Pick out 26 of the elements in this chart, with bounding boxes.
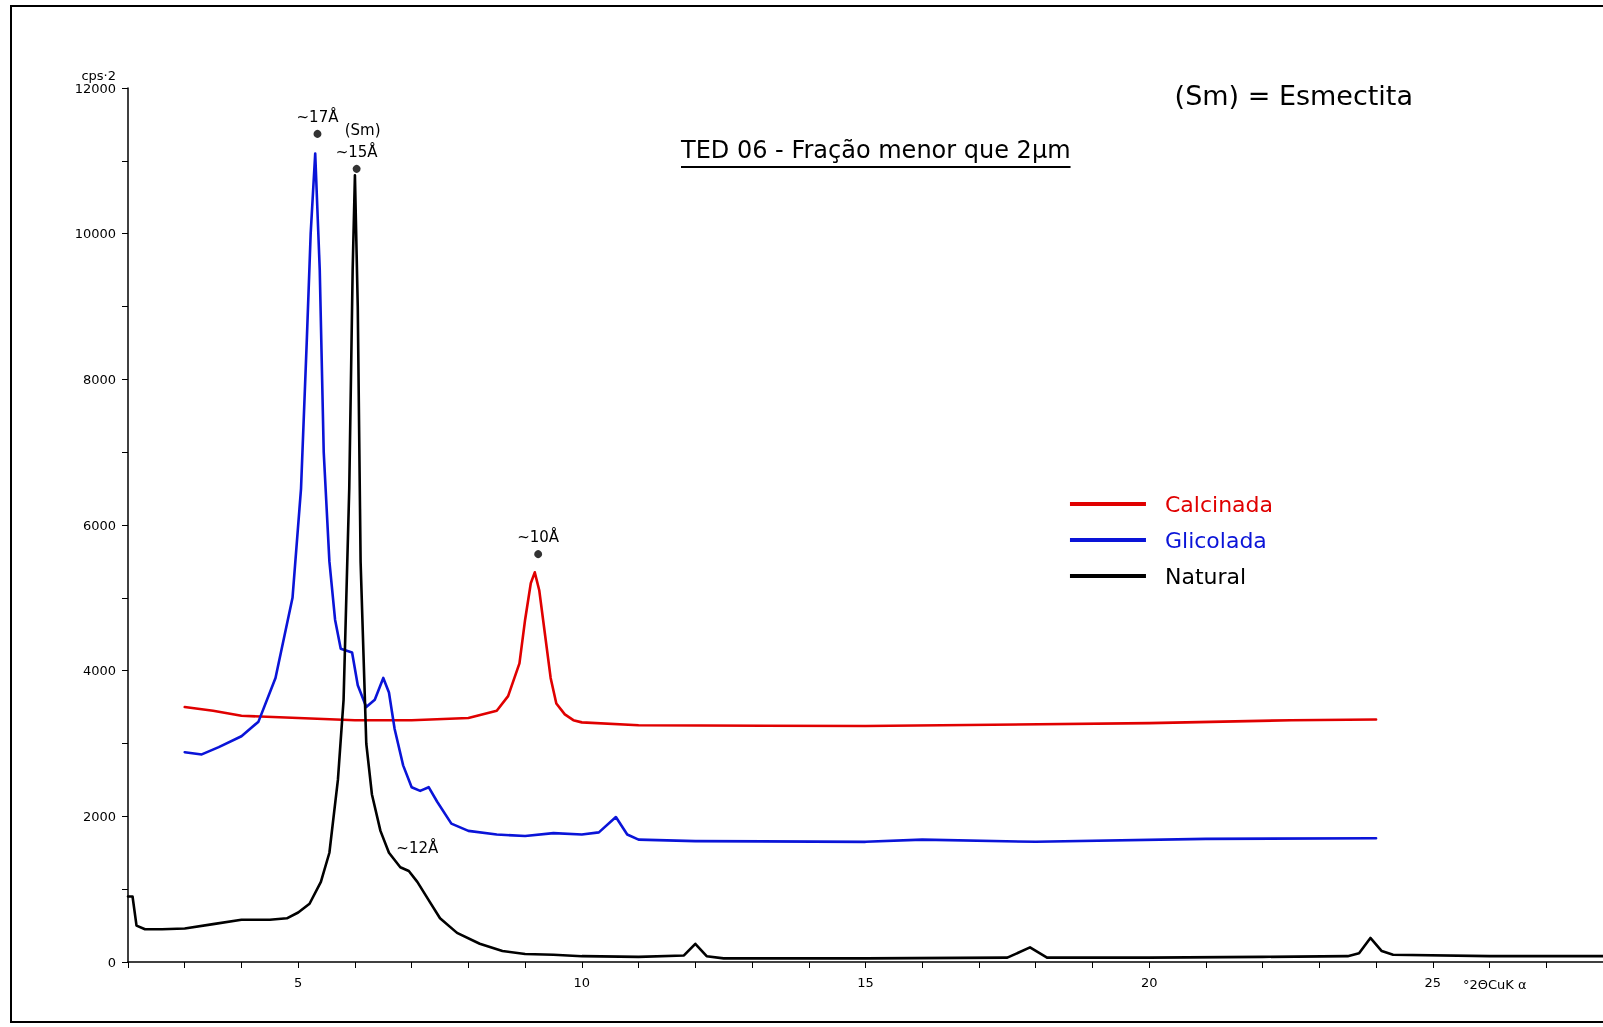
point: [313, 129, 322, 138]
x-tick-label: 15: [857, 975, 874, 990]
text: TED 06 - Fração menor que 2μm: [681, 136, 1071, 164]
annotation: ~15Å: [335, 141, 379, 161]
y-tick-label: 4000: [82, 663, 116, 679]
y-tick-label: 2000: [82, 808, 116, 824]
legend-label: Natural: [1164, 563, 1247, 589]
annotation: (Sm) = Esmectita: [1174, 80, 1414, 111]
x-tick-label: 20: [1140, 975, 1158, 990]
x-tick-label: 25: [1424, 975, 1442, 990]
point: [352, 164, 361, 173]
annotation: ~12Å: [396, 837, 440, 857]
y-tick-label: 0: [107, 954, 116, 970]
x-tick-label: 5: [294, 975, 303, 990]
annotation: ~10Å: [517, 527, 560, 547]
legend-label: Glicolada: [1164, 527, 1267, 553]
y-tick-label: 6000: [82, 517, 116, 533]
x-tick-label: 10: [573, 975, 591, 990]
y-tick-label: 8000: [82, 371, 116, 387]
y-tick-label: 10000: [74, 226, 116, 242]
legend-label: Calcinada: [1164, 491, 1274, 517]
y-axis-title: cps·2: [81, 67, 116, 83]
annotation: ~17Å: [296, 106, 340, 126]
x-axis-title: °2ΘCuK α: [1463, 977, 1527, 992]
annotation: (Sm): [344, 120, 381, 139]
point: [534, 550, 543, 559]
